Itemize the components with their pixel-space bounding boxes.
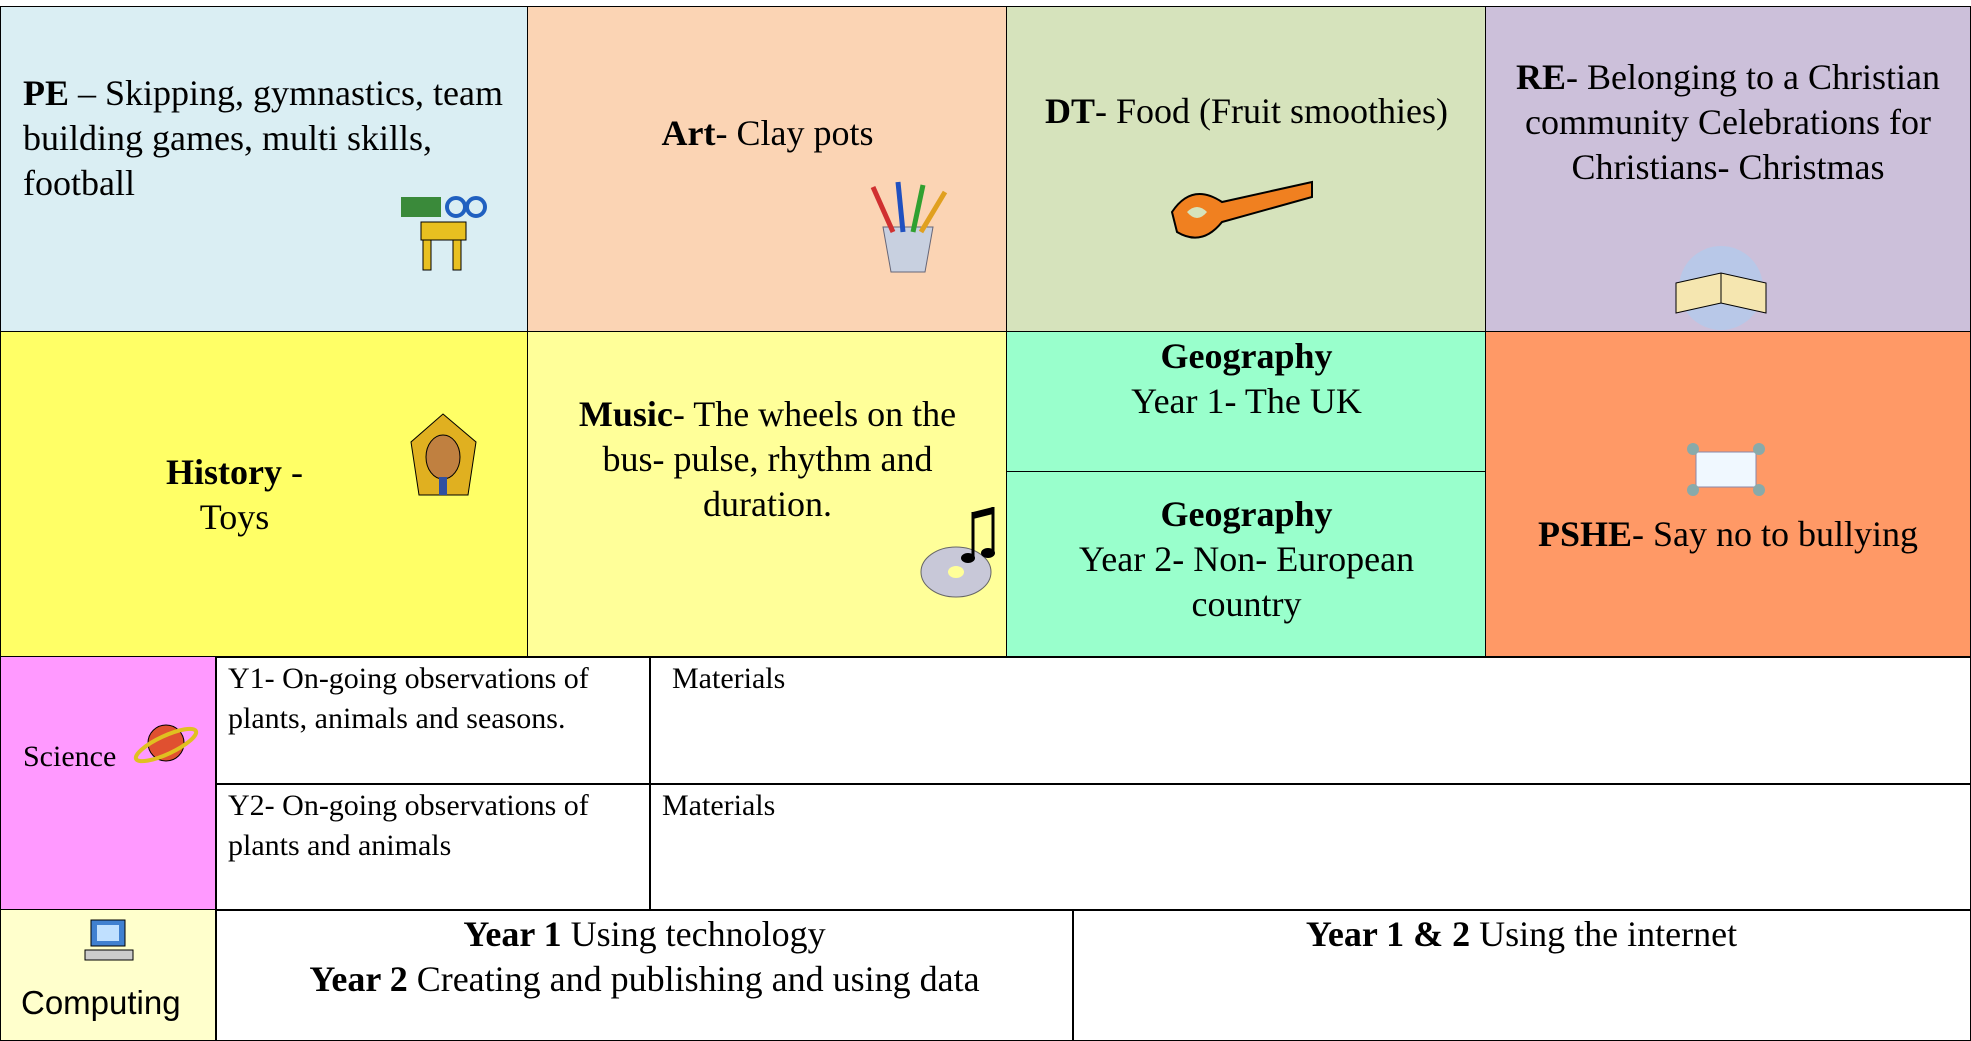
subject: PSHE [1537,514,1633,554]
subject: RE [1516,57,1567,97]
history-cell: History - Toys [0,331,529,658]
description: Year 2- Non- European country [1078,539,1424,624]
geography-title: Geography [1160,494,1333,534]
saw-icon [1170,180,1313,239]
description: - Toys [199,451,312,537]
computing-cell: Year 1 & 2 Using the internet [1072,909,1971,1041]
science-cell: Y1- On-going observations of plants, ani… [215,656,651,785]
description: Using the internet [1470,914,1738,954]
description: - Belonging to a Christian community Cel… [1525,57,1949,187]
pencils-icon [870,181,948,273]
music-cell: Music- The wheels on the bus- pulse, rhy… [527,331,1008,658]
description: Using technology [561,914,826,954]
science-cell: Materials [649,656,1971,785]
science-cell: Materials [649,783,1971,911]
scroll-icon [1687,443,1765,496]
description: Year 1- The UK [1131,381,1362,421]
computing-cell: Year 1 Using technology Year 2 Creating … [215,909,1074,1041]
subject: DT [1044,91,1095,131]
book-icon [1675,246,1767,330]
description: Creating and publishing and using data [407,959,980,999]
cd-icon [920,507,995,598]
subject: History [166,451,282,492]
computer-icon [84,919,134,961]
gym-icon [401,196,487,271]
year-label: Year 2 [309,959,408,999]
pharaoh-icon [410,413,477,496]
pe-cell: PE – Skipping, gymnastics, team building… [0,6,529,333]
description: - The wheels on the bus- pulse, rhythm a… [602,394,966,524]
geography-cell: Geography Year 1- The UK [1006,331,1487,473]
geography-cell: Geography Year 2- Non- European country [1006,471,1487,658]
art-cell: Art- Clay pots [527,6,1008,333]
dt-cell: DT- Food (Fruit smoothies) [1006,6,1487,333]
year-label: Year 1 & 2 [1305,914,1471,954]
science-label-cell: Science [0,656,217,911]
computing-label-cell: Computing [0,909,217,1041]
science-label: Science [23,740,117,773]
geography-title: Geography [1160,336,1333,376]
computing-label: Computing [21,984,181,1021]
subject: Art [661,113,716,153]
re-cell: RE- Belonging to a Christian community C… [1485,6,1971,333]
description: - Clay pots [715,113,874,153]
subject: Music [578,394,673,434]
description: - Food (Fruit smoothies) [1095,91,1449,131]
subject: PE [23,73,70,113]
planet-icon [133,724,199,764]
year-label: Year 1 [463,914,562,954]
pshe-cell: PSHE- Say no to bullying [1485,331,1971,658]
description: - Say no to bullying [1632,514,1919,554]
science-cell: Y2- On-going observations of plants and … [215,783,651,911]
description: – Skipping, gymnastics, team building ga… [23,73,512,203]
